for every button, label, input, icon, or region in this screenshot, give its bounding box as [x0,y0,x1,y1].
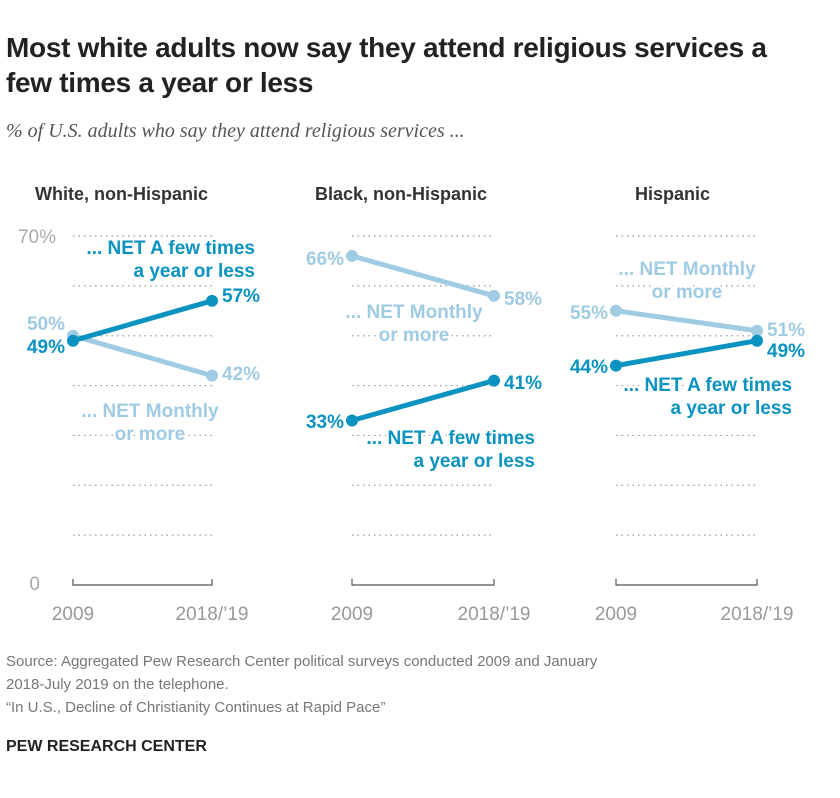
data-point-monthly [346,249,358,262]
series-line-few-times [72,298,213,344]
data-point-few-times [206,294,218,307]
x-tick-label: 2018/’19 [176,604,249,625]
x-axis-line [351,579,495,586]
x-tick-label: 2009 [595,604,637,625]
data-label-few-times: 33% [306,412,344,433]
line-charts: White, non-Hispanic 2009 2018/’19 70% 0 50% 42… [17,184,806,625]
data-label-monthly: 51% [767,320,805,341]
series-label-monthly: or more [115,424,186,445]
series-line-monthly [615,308,758,334]
data-point-few-times [610,359,622,372]
data-label-monthly: 58% [504,289,542,310]
source-line-1: Source: Aggregated Pew Research Center p… [6,653,598,670]
series-label-few-times: a year or less [134,261,255,282]
series-label-few-times: a year or less [671,398,792,419]
data-point-monthly [488,289,500,302]
x-tick-label: 2009 [331,604,373,625]
series-line-few-times [351,378,495,423]
data-label-few-times: 41% [504,373,542,394]
series-label-few-times: ... NET A few times [623,375,792,396]
y-tick-label: 0 [29,574,40,595]
series-label-few-times: ... NET A few times [366,428,535,449]
panel-title: White, non-Hispanic [35,184,208,204]
data-point-monthly [610,304,622,317]
x-axis-line [72,579,213,586]
series-line-monthly [72,333,213,379]
data-label-few-times: 44% [570,357,608,378]
data-label-few-times: 57% [222,286,260,307]
series-label-monthly: ... NET Monthly [345,302,483,323]
data-label-few-times: 49% [767,341,805,362]
series-label-few-times: a year or less [414,451,535,472]
chart-subtitle: % of U.S. adults who say they attend rel… [6,120,465,142]
data-point-few-times [488,374,500,387]
data-label-few-times: 49% [27,337,65,358]
brand-logo-text: PEW RESEARCH CENTER [6,738,207,755]
series-label-few-times: ... NET A few times [86,238,255,259]
data-point-few-times [751,334,763,347]
data-point-monthly [206,369,218,382]
source-line-2: 2018-July 2019 on the telephone. [6,676,229,693]
data-label-monthly: 42% [222,364,260,385]
data-point-monthly [751,324,763,337]
data-label-monthly: 50% [27,314,65,335]
y-tick-label: 70% [18,227,56,248]
series-line-few-times [615,338,758,369]
data-label-monthly: 55% [570,303,608,324]
x-axis-line [615,579,758,586]
series-label-monthly: or more [652,282,723,303]
data-point-few-times [67,334,79,347]
series-label-monthly: ... NET Monthly [81,401,219,422]
data-label-monthly: 66% [306,249,344,270]
report-title: “In U.S., Decline of Christianity Contin… [6,699,386,716]
series-line-monthly [351,253,495,299]
x-tick-label: 2018/’19 [458,604,531,625]
data-point-few-times [346,414,358,427]
panel-title: Hispanic [635,184,710,204]
series-label-monthly: or more [379,325,450,346]
chart-title: Most white adults now say they attend re… [6,32,767,98]
panel-title: Black, non-Hispanic [315,184,487,204]
series-label-monthly: ... NET Monthly [618,259,756,280]
x-tick-label: 2009 [52,604,94,625]
x-tick-label: 2018/’19 [721,604,794,625]
